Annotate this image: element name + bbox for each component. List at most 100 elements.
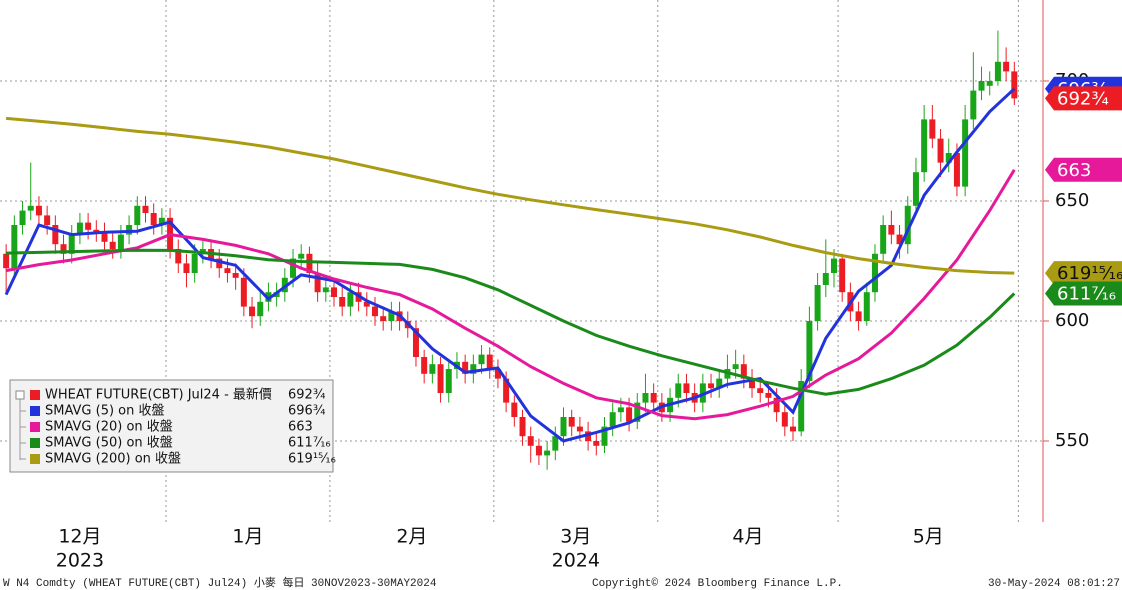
last-value-tag: 692¾	[1045, 86, 1122, 111]
y-tick-label: 600	[1055, 310, 1089, 331]
tag-label: 663	[1057, 160, 1091, 181]
candle-body	[552, 436, 559, 451]
candle-body	[576, 426, 583, 432]
candle-body	[44, 215, 51, 225]
candle-body	[798, 381, 805, 432]
legend-swatch	[30, 454, 40, 464]
candle-body	[175, 249, 182, 264]
candle-body	[462, 361, 469, 374]
candle-body	[896, 234, 903, 245]
candle-body	[568, 417, 575, 427]
tag-shape	[1045, 86, 1122, 111]
candle-body	[617, 407, 624, 413]
legend-label: SMAVG (50) on 收盤	[45, 436, 173, 451]
candle-body	[126, 225, 133, 235]
candle-body	[683, 383, 690, 393]
sma-line	[5, 169, 1016, 421]
legend-value: 692¾	[288, 388, 326, 403]
candle-body	[871, 253, 878, 293]
candle-body	[380, 316, 387, 321]
candle-body	[347, 292, 354, 307]
candle-body	[470, 364, 477, 374]
candle-body	[904, 205, 911, 245]
candle-body	[749, 378, 756, 389]
candle-body	[11, 225, 18, 269]
candle-body	[421, 357, 428, 374]
footer-left: W N4 Comdty (WHEAT FUTURE(CBT) Jul24) 小麥…	[3, 575, 437, 590]
candle-body	[855, 311, 862, 321]
x-tick-label: 2月	[396, 526, 427, 548]
candle-body	[601, 426, 608, 446]
candle-body	[880, 225, 887, 254]
last-value-tag: 663	[1045, 157, 1122, 182]
last-value-tag: 611⁷⁄₁₆	[1045, 281, 1122, 306]
candle-body	[519, 417, 526, 437]
footer-center: Copyright© 2024 Bloomberg Finance L.P.	[592, 578, 843, 590]
candle-body	[790, 426, 797, 432]
candle-body	[757, 388, 764, 393]
candle-body	[298, 253, 305, 259]
candle-body	[257, 301, 264, 317]
candle-body	[839, 258, 846, 293]
candle-body	[191, 253, 198, 273]
x-tick-label: 12月	[58, 526, 101, 548]
tag-label: 619¹⁵⁄₁₆	[1057, 263, 1122, 284]
tag-label: 611⁷⁄₁₆	[1057, 284, 1116, 305]
candle-body	[216, 258, 223, 269]
legend-value: 696¾	[288, 404, 326, 419]
candle-body	[429, 364, 436, 374]
candle-body	[3, 253, 10, 269]
x-year-label: 2023	[56, 550, 104, 572]
candle-body	[109, 241, 116, 249]
candle-body	[814, 285, 821, 321]
y-tick-label: 550	[1055, 430, 1089, 451]
x-year-label: 2024	[552, 550, 600, 572]
candle-body	[912, 172, 919, 206]
candle-body	[76, 222, 83, 235]
legend-label: SMAVG (20) on 收盤	[45, 420, 173, 435]
candle-body	[937, 138, 944, 163]
candle-body	[85, 222, 92, 230]
candle-body	[331, 287, 338, 297]
tag-shape	[1045, 281, 1122, 306]
candle-body	[249, 306, 256, 317]
candle-body	[224, 268, 231, 273]
candle-body	[953, 153, 960, 187]
candle-body	[626, 407, 633, 422]
candle-body	[494, 369, 501, 379]
candle-body	[732, 364, 739, 369]
candle-body	[281, 277, 288, 293]
legend-swatch	[30, 438, 40, 448]
candle-body	[650, 393, 657, 403]
candle-body	[863, 292, 870, 321]
candle-body	[306, 253, 313, 273]
candle-body	[994, 61, 1001, 81]
candle-body	[593, 441, 600, 446]
legend-label: SMAVG (200) on 收盤	[45, 452, 181, 467]
candle-body	[978, 81, 985, 91]
candle-body	[388, 311, 395, 321]
legend-tree	[19, 392, 26, 460]
legend-swatch	[30, 390, 40, 400]
candle-body	[60, 244, 67, 254]
sma-line	[4, 87, 1016, 443]
candle-body	[781, 412, 788, 427]
candle-body	[634, 402, 641, 422]
candle-body	[445, 369, 452, 393]
candle-body	[1003, 61, 1010, 72]
candle-body	[117, 234, 124, 249]
sma-line	[5, 116, 1015, 275]
candle-body	[535, 445, 542, 456]
candle-body	[363, 301, 370, 307]
candle-body	[232, 273, 239, 278]
candle-body	[27, 205, 34, 211]
candle-body	[52, 225, 59, 245]
candle-body	[486, 354, 493, 369]
last-value-tag: 619¹⁵⁄₁₆	[1045, 261, 1122, 286]
candle-body	[150, 213, 157, 225]
candle-body	[929, 119, 936, 139]
candle-body	[585, 431, 592, 441]
candle-body	[134, 205, 141, 225]
